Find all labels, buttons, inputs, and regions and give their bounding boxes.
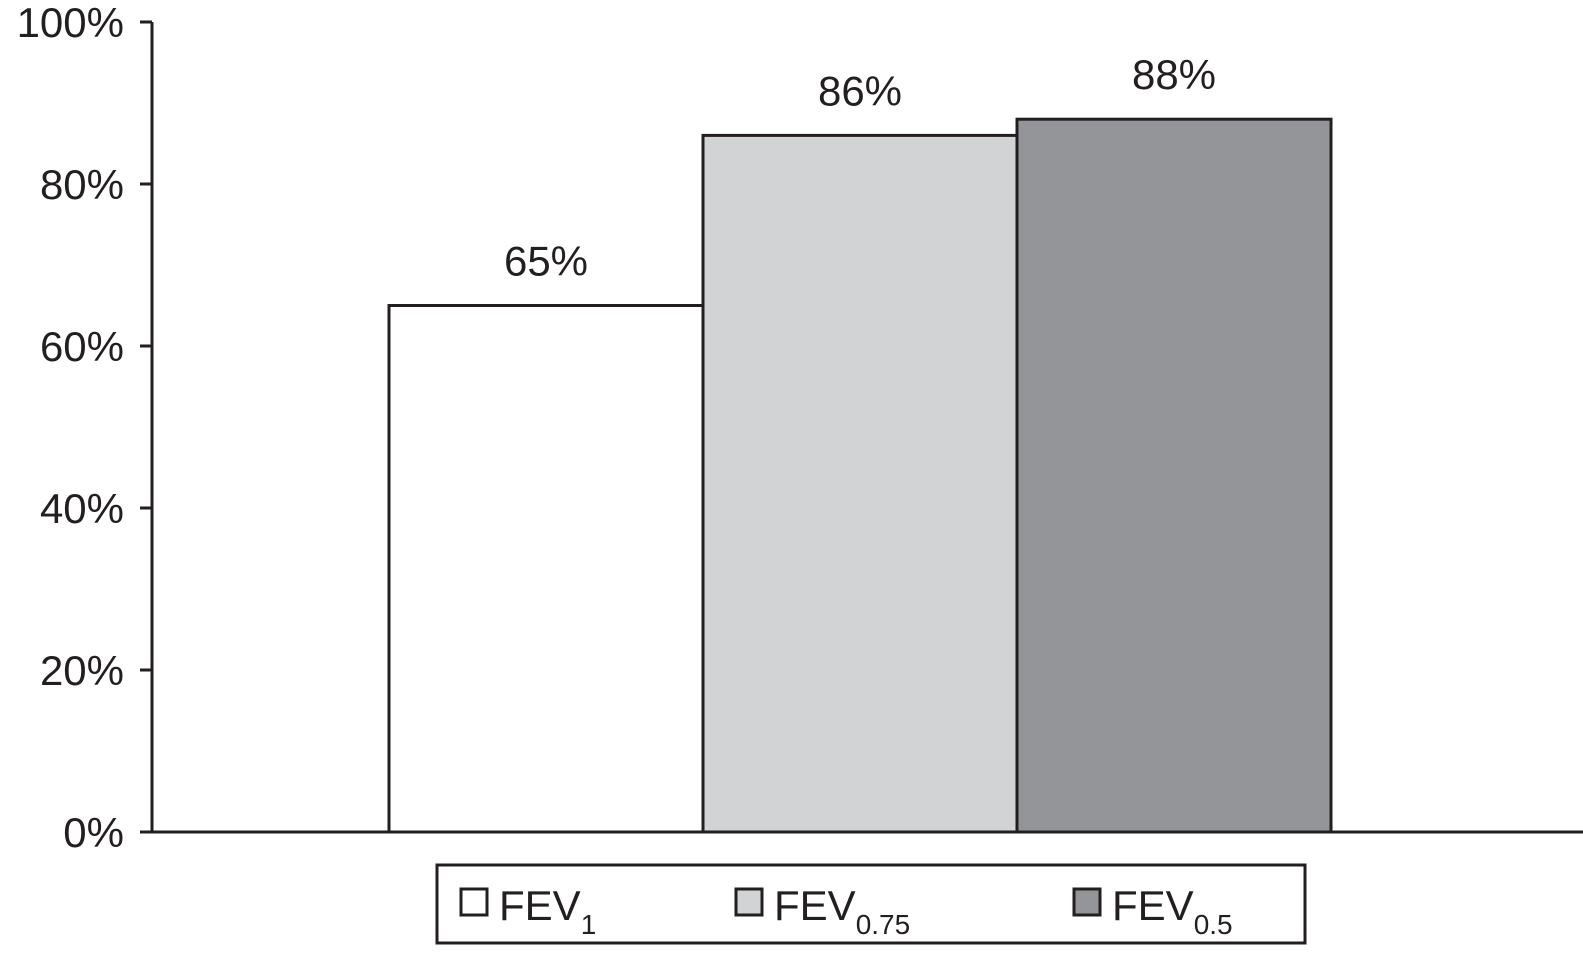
axes: 0% 20% 40% 60% 80% 100%: [17, 0, 1583, 856]
y-tick-label: 40%: [40, 485, 124, 532]
y-tick-label: 60%: [40, 323, 124, 370]
bar-3: [1015, 117, 1333, 834]
bars: [387, 117, 1333, 834]
legend-swatch-2: [734, 887, 764, 917]
data-label-3: 88%: [1132, 51, 1216, 98]
legend-label-2: FEV0.75: [774, 882, 910, 940]
legend-label-subscript: 0.75: [856, 909, 911, 940]
legend-label-1: FEV1: [499, 882, 596, 940]
legend-swatch-1: [459, 887, 489, 917]
y-tick-label: 80%: [40, 161, 124, 208]
legend: FEV1 FEV0.75 FEV0.5: [435, 863, 1307, 945]
legend-label-base: FEV: [774, 882, 856, 929]
y-tick-label: 100%: [17, 0, 124, 46]
legend-label-subscript: 1: [581, 909, 597, 940]
data-label-2: 86%: [818, 67, 902, 114]
legend-label-subscript: 0.5: [1194, 909, 1233, 940]
bar-2: [701, 133, 1019, 834]
legend-label-base: FEV: [1112, 882, 1194, 929]
legend-box: [435, 863, 1307, 945]
bar-1: [387, 304, 705, 834]
y-tick-label: 20%: [40, 647, 124, 694]
y-tick-label: 0%: [63, 809, 124, 856]
data-labels: 65% 86% 88%: [504, 51, 1216, 284]
legend-swatch-3: [1072, 887, 1102, 917]
legend-label-3: FEV0.5: [1112, 882, 1233, 940]
data-label-1: 65%: [504, 238, 588, 285]
legend-label-base: FEV: [499, 882, 581, 929]
